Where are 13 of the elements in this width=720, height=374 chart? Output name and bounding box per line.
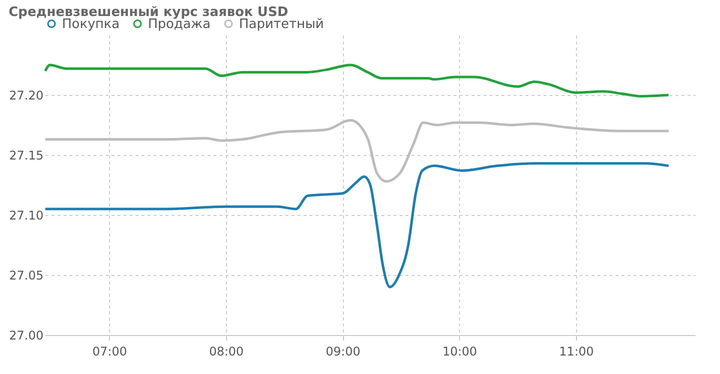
y-tick-label: 27.00 — [9, 328, 44, 342]
y-tick-label: 27.15 — [9, 148, 44, 162]
x-tick-label: 09:00 — [326, 344, 360, 358]
y-tick-label: 27.10 — [9, 208, 44, 222]
x-tick-label: 11:00 — [559, 344, 594, 358]
line-series — [44, 64, 670, 98]
x-tick-label: 10:00 — [442, 344, 478, 358]
y-tick-label: 27.20 — [9, 88, 44, 102]
y-tick-label: 27.05 — [9, 268, 44, 282]
line-series — [44, 118, 670, 183]
x-tick-label: 07:00 — [92, 344, 127, 358]
x-tick-label: 08:00 — [209, 344, 244, 358]
line-series — [44, 162, 670, 288]
